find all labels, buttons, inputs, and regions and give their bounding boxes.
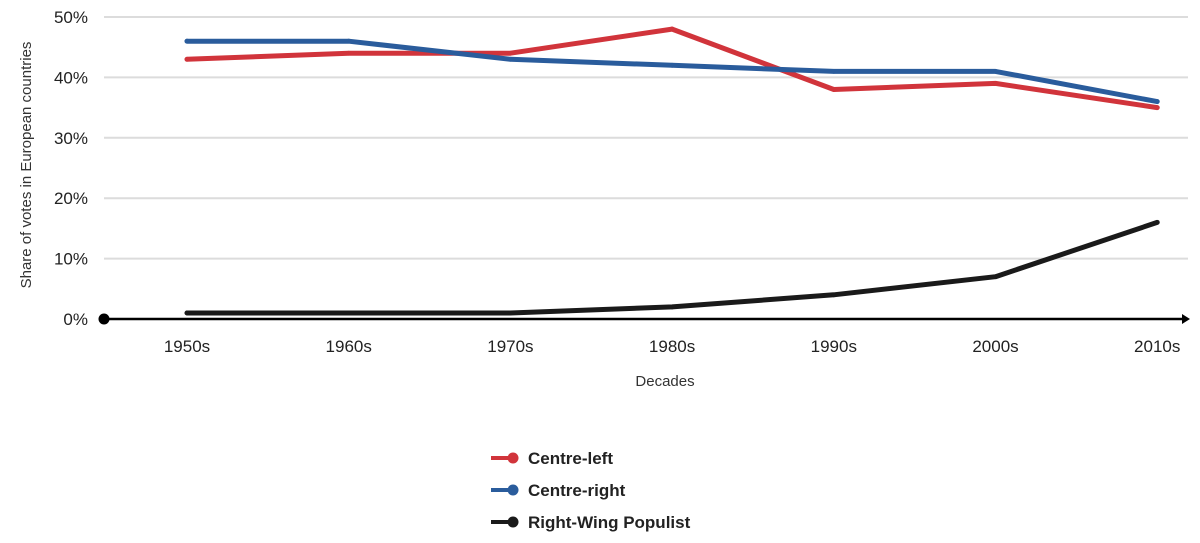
legend-marker-centre-left (507, 452, 519, 464)
data-point-right-wing-populist-1960s (346, 310, 352, 316)
data-point-centre-left-2000s (993, 81, 998, 86)
series-lines (184, 26, 1160, 316)
data-point-centre-left-1960s (346, 50, 352, 56)
series-centre-right (184, 38, 1160, 105)
series-line-right-wing-populist (184, 219, 1160, 316)
y-tick-label-30: 30% (54, 129, 88, 148)
data-point-centre-right-1970s (508, 56, 513, 62)
x-axis-origin-dot (98, 313, 110, 325)
x-tick-label-2010s: 2010s (1134, 337, 1180, 356)
data-point-right-wing-populist-2010s (1154, 219, 1160, 225)
y-tick-label-40: 40% (54, 68, 88, 87)
y-tick-label-20: 20% (54, 189, 88, 208)
data-point-right-wing-populist-2000s (993, 274, 998, 280)
legend-item-right-wing-populist: Right-Wing Populist (491, 513, 691, 532)
legend-marker-right-wing-populist (507, 516, 519, 528)
series-line-centre-right (184, 38, 1160, 105)
legend-marker-centre-right (507, 484, 519, 496)
y-tick-label-0: 0% (63, 310, 88, 329)
x-axis-arrow-icon (1182, 314, 1190, 324)
data-point-centre-right-1950s (184, 38, 190, 44)
y-tick-labels: 0% 10% 20% 30% 40% 50% (54, 8, 88, 329)
y-tick-label-10: 10% (54, 250, 88, 269)
x-tick-label-1970s: 1970s (487, 337, 533, 356)
y-axis-title: Share of votes in European countries (18, 42, 35, 289)
y-tick-label-50: 50% (54, 8, 88, 27)
legend-label-right-wing-populist: Right-Wing Populist (528, 513, 691, 532)
x-tick-label-1990s: 1990s (811, 337, 857, 356)
data-point-centre-left-1980s (669, 26, 675, 32)
x-tick-label-1950s: 1950s (164, 337, 210, 356)
data-point-right-wing-populist-1980s (669, 304, 675, 310)
legend-label-centre-right: Centre-right (528, 481, 626, 500)
data-point-centre-right-2000s (993, 68, 998, 74)
x-tick-label-1980s: 1980s (649, 337, 695, 356)
legend-label-centre-left: Centre-left (528, 449, 613, 468)
x-tick-labels: 1950s 1960s 1970s 1980s 1990s 2000s 2010s (164, 337, 1181, 356)
series-right-wing-populist (184, 219, 1160, 316)
data-point-centre-right-1990s (831, 68, 837, 74)
data-point-centre-left-1970s (508, 50, 513, 56)
series-centre-left (184, 26, 1160, 111)
data-point-right-wing-populist-1950s (184, 310, 190, 316)
data-point-centre-right-1980s (669, 62, 675, 68)
x-tick-label-2000s: 2000s (972, 337, 1018, 356)
data-point-right-wing-populist-1970s (508, 310, 513, 316)
legend-item-centre-left: Centre-left (491, 449, 613, 468)
legend-item-centre-right: Centre-right (491, 481, 626, 500)
data-point-centre-right-2010s (1154, 99, 1160, 104)
legend: Centre-left Centre-right Right-Wing Populi… (491, 449, 691, 532)
data-point-centre-left-2010s (1154, 105, 1160, 110)
x-axis (98, 313, 1190, 325)
data-point-centre-left-1990s (831, 87, 837, 92)
x-axis-title: Decades (635, 373, 694, 390)
gridlines (104, 16, 1188, 260)
data-point-right-wing-populist-1990s (831, 292, 837, 298)
x-tick-label-1960s: 1960s (326, 337, 372, 356)
data-point-centre-right-1960s (346, 38, 352, 44)
data-point-centre-left-1950s (184, 56, 190, 62)
